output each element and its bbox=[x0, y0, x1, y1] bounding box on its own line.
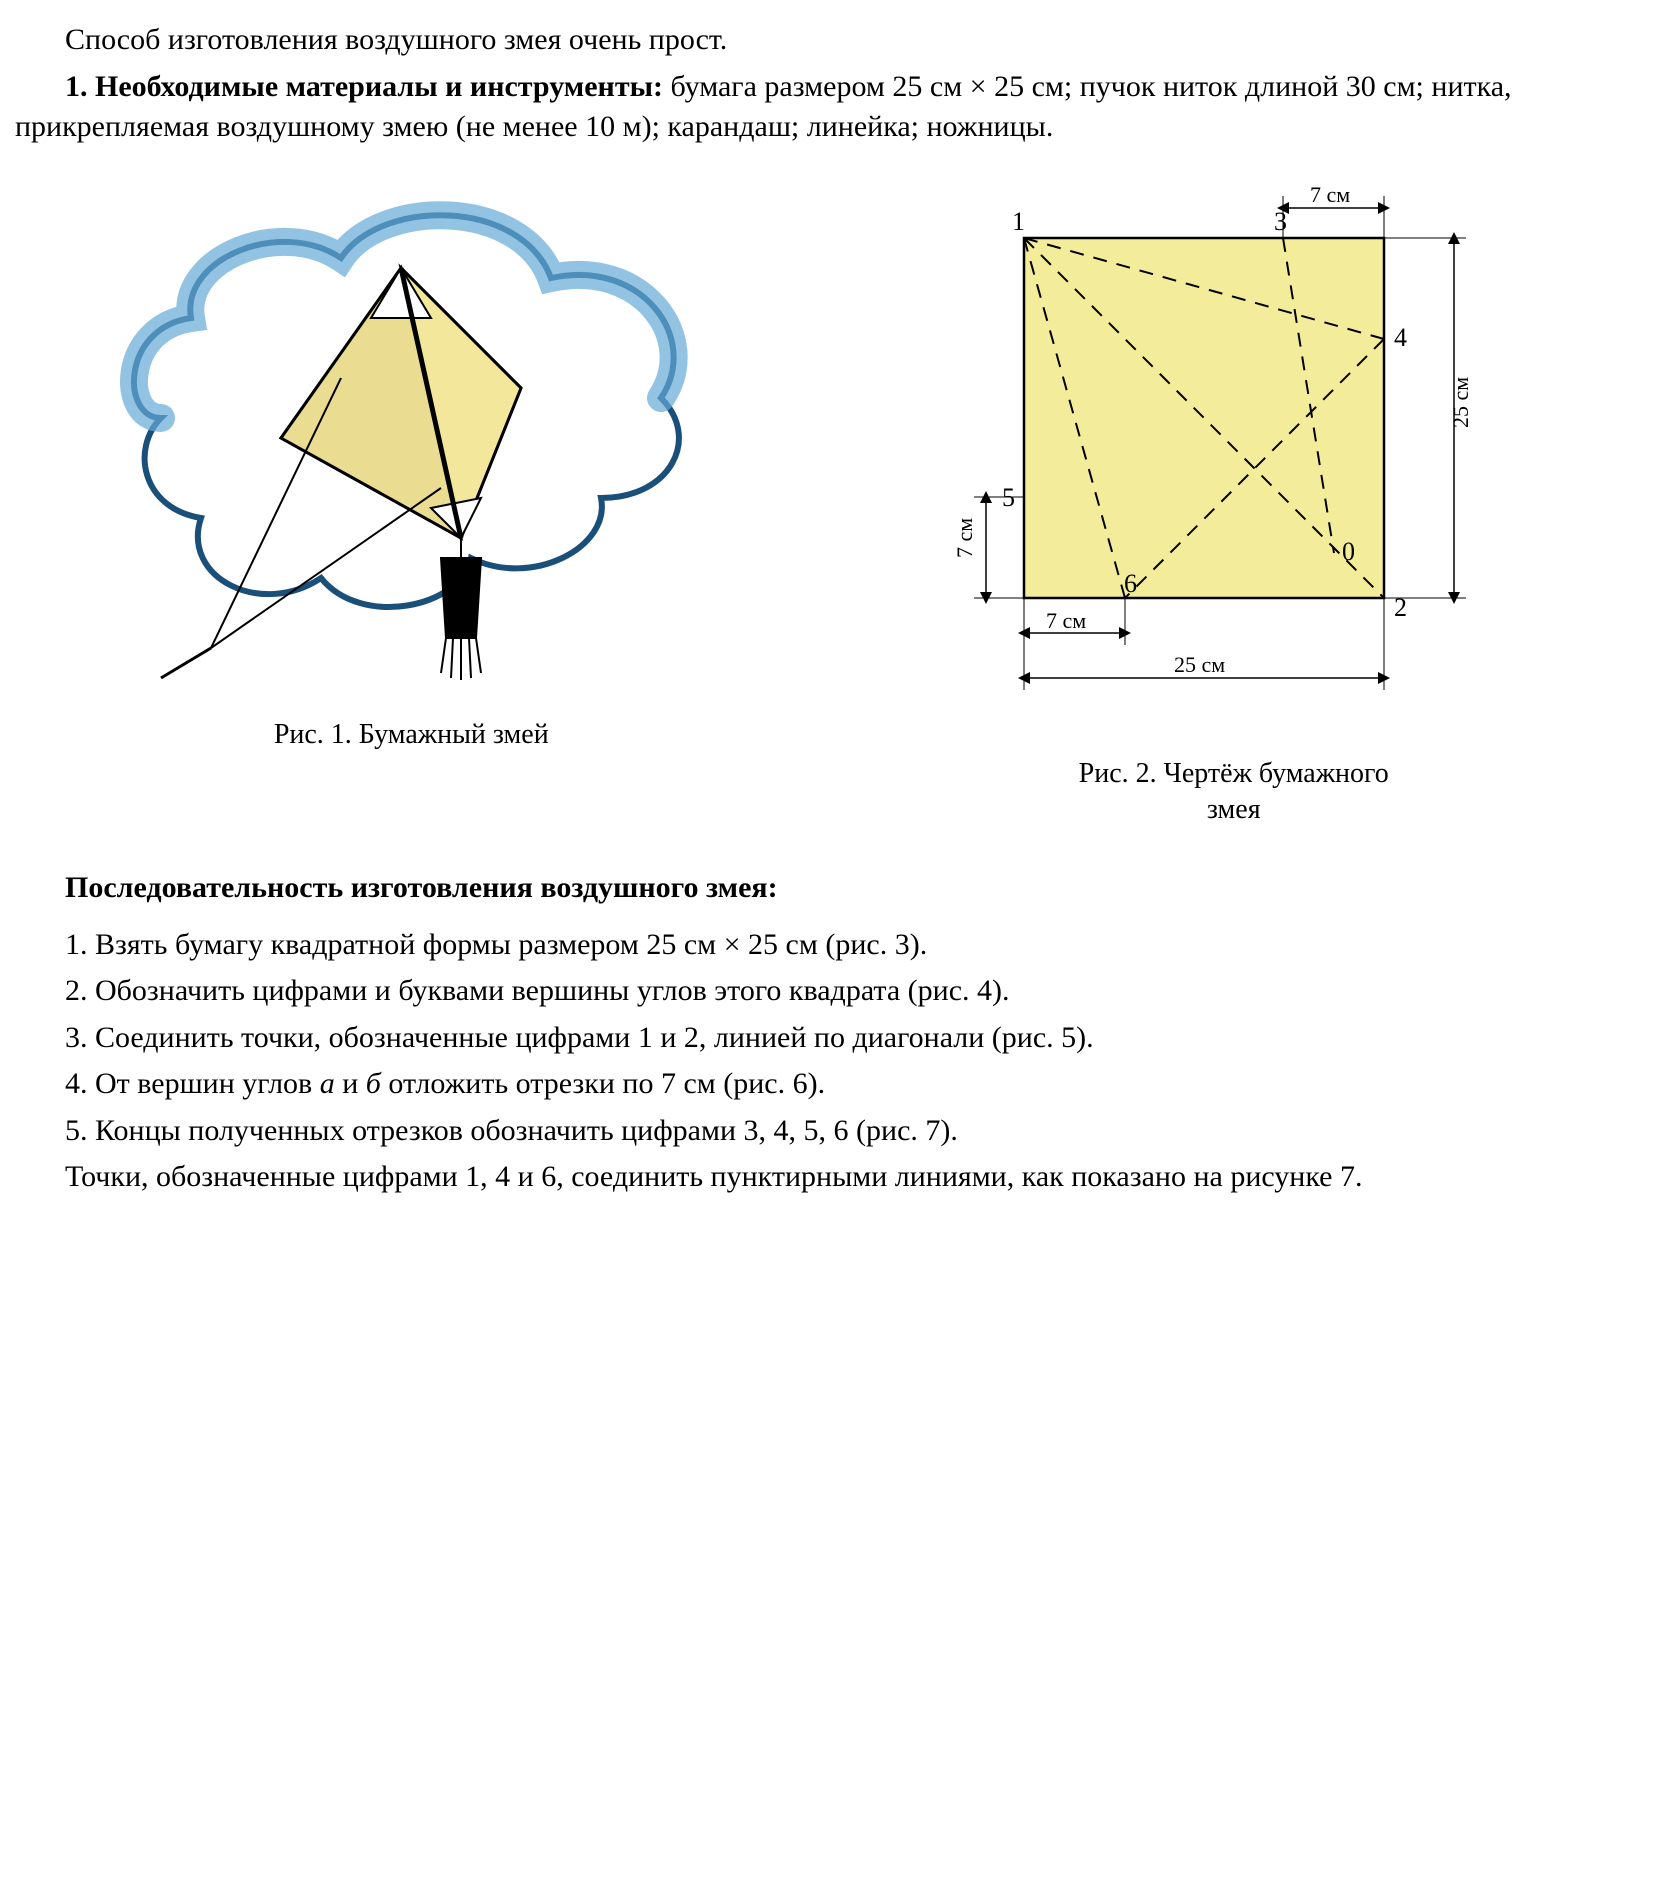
sequence-heading: Последовательность изготовления воздушно… bbox=[65, 868, 1660, 909]
dim-top-7: 7 см bbox=[1310, 182, 1350, 207]
step-3: 3. Соединить точки, обозначенные цифрами… bbox=[15, 1018, 1660, 1059]
step-5: 5. Концы полученных отрезков обозначить … bbox=[15, 1111, 1660, 1152]
dim-left-7: 7 см bbox=[952, 517, 977, 557]
dim-bottom-7: 7 см bbox=[1046, 608, 1086, 633]
step-1: 1. Взять бумагу квадратной формы размеро… bbox=[15, 925, 1660, 966]
kite-illustration-icon bbox=[101, 178, 721, 698]
label-0: 0 bbox=[1342, 537, 1355, 566]
materials-paragraph: 1. Необходимые материалы и инструменты: … bbox=[15, 67, 1660, 148]
label-1: 1 bbox=[1012, 207, 1025, 236]
intro-line: Способ изготовления воздушного змея очен… bbox=[15, 20, 1660, 61]
dim-right-25: 25 см bbox=[1448, 376, 1473, 427]
figure-1: Рис. 1. Бумажный змей bbox=[101, 178, 721, 754]
figures-row: Рис. 1. Бумажный змей bbox=[15, 178, 1660, 829]
label-6: 6 bbox=[1124, 569, 1137, 598]
step-6: Точки, обозначенные цифрами 1, 4 и 6, со… bbox=[15, 1157, 1660, 1198]
label-2: 2 bbox=[1394, 593, 1407, 622]
figure-2: 1 3 4 5 6 2 0 7 см 25 см bbox=[894, 178, 1574, 829]
step-2: 2. Обозначить цифрами и буквами вершины … bbox=[15, 971, 1660, 1012]
materials-heading: 1. Необходимые материалы и инструменты: bbox=[65, 70, 670, 103]
step-4: 4. От вершин углов а и б отложить отрезк… bbox=[15, 1064, 1660, 1105]
label-4: 4 bbox=[1394, 323, 1407, 352]
figure-1-caption: Рис. 1. Бумажный змей bbox=[274, 716, 549, 754]
kite-schematic-icon: 1 3 4 5 6 2 0 7 см 25 см bbox=[894, 178, 1574, 738]
label-3: 3 bbox=[1274, 207, 1287, 236]
dim-bottom-25: 25 см bbox=[1174, 652, 1225, 677]
figure-2-caption: Рис. 2. Чертёж бумажного змея bbox=[1079, 756, 1389, 829]
